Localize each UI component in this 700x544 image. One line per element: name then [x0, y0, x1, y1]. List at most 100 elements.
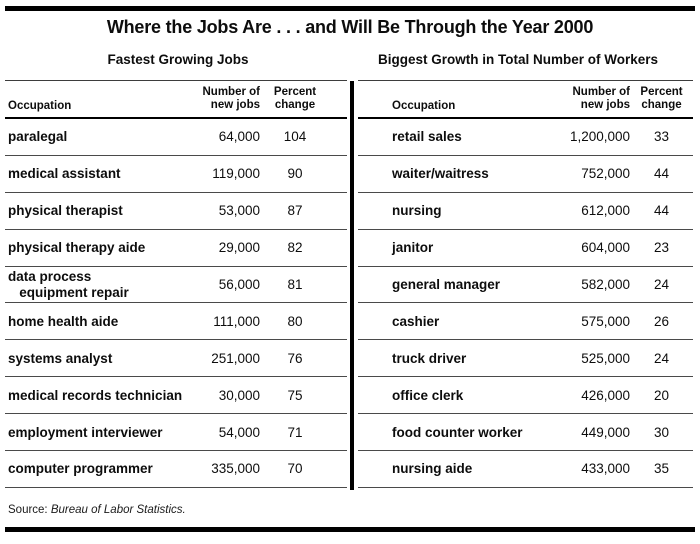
- left-table-subtitle: Fastest Growing Jobs: [107, 52, 249, 67]
- occupation-cell: waiter/waitress: [392, 166, 489, 182]
- occupation-cell: nursing aide: [392, 461, 473, 477]
- percent-change-cell: 87: [287, 203, 303, 219]
- percent-change-header: Percent change: [273, 85, 317, 112]
- new-jobs-cell: 575,000: [581, 313, 630, 329]
- top-rule: [5, 6, 695, 11]
- percent-change-cell: 23: [653, 240, 670, 256]
- percent-change-cell: 90: [287, 166, 303, 182]
- percent-change-cell: 44: [653, 166, 670, 182]
- percent-change-cell: 26: [653, 313, 670, 329]
- table-row: nursing 612,000 44: [358, 193, 693, 230]
- new-jobs-cell: 54,000: [218, 424, 260, 440]
- table-row: cashier 575,000 26: [358, 303, 693, 341]
- source-text: Bureau of Labor Statistics.: [50, 504, 186, 516]
- table-header-row: Occupation Number of new jobs Percent ch…: [358, 80, 693, 119]
- percent-change-header: Percent change: [640, 85, 683, 112]
- percent-change-cell: 24: [653, 350, 670, 366]
- percent-change-cell: 30: [653, 424, 670, 440]
- bottom-rule: [5, 527, 695, 532]
- new-jobs-cell: 335,000: [211, 461, 260, 477]
- new-jobs-cell: 1,200,000: [569, 129, 630, 145]
- fastest-growing-jobs-table: Occupation Number of new jobs Percent ch…: [5, 80, 347, 488]
- right-table-subtitle: Biggest Growth in Total Number of Worker…: [377, 52, 659, 67]
- source-label: Source:: [8, 504, 48, 516]
- new-jobs-cell: 30,000: [218, 387, 260, 403]
- occupation-cell: data process equipment repair: [8, 269, 129, 300]
- table-header-row: Occupation Number of new jobs Percent ch…: [5, 80, 347, 119]
- center-divider-rule: [350, 81, 354, 490]
- occupation-cell: physical therapy aide: [8, 240, 146, 256]
- occupation-cell: cashier: [392, 313, 440, 329]
- source-note: Source: Bureau of Labor Statistics.: [8, 504, 186, 516]
- percent-change-cell: 76: [287, 350, 303, 366]
- new-jobs-cell: 29,000: [218, 240, 260, 256]
- table-row: data process equipment repair 56,000 81: [5, 267, 347, 304]
- percent-change-cell: 81: [287, 277, 303, 292]
- table-row: truck driver 525,000 24: [358, 340, 693, 378]
- new-jobs-cell: 582,000: [581, 277, 630, 292]
- occupation-cell: janitor: [392, 240, 434, 256]
- percent-change-cell: 80: [287, 313, 303, 329]
- table-row: physical therapy aide 29,000 82: [5, 230, 347, 267]
- percent-change-cell: 20: [653, 387, 670, 403]
- occupation-header: Occupation: [392, 100, 456, 113]
- occupation-cell: paralegal: [8, 129, 68, 145]
- occupation-cell: retail sales: [392, 129, 462, 145]
- new-jobs-cell: 56,000: [218, 277, 260, 292]
- new-jobs-cell: 426,000: [581, 387, 630, 403]
- table-row: general manager 582,000 24: [358, 267, 693, 304]
- percent-change-cell: 75: [287, 387, 303, 403]
- table-row: janitor 604,000 23: [358, 230, 693, 267]
- new-jobs-cell: 752,000: [581, 166, 630, 182]
- new-jobs-cell: 612,000: [581, 203, 630, 219]
- page-title: Where the Jobs Are . . . and Will Be Thr…: [106, 17, 594, 37]
- table-row: systems analyst 251,000 76: [5, 340, 347, 378]
- percent-change-cell: 70: [287, 461, 303, 477]
- occupation-cell: employment interviewer: [8, 424, 163, 440]
- occupation-cell: nursing: [392, 203, 442, 219]
- new-jobs-cell: 604,000: [581, 240, 630, 256]
- table-row: food counter worker 449,000 30: [358, 414, 693, 452]
- occupation-cell: home health aide: [8, 313, 119, 329]
- percent-change-cell: 33: [653, 129, 670, 145]
- table-row: home health aide 111,000 80: [5, 303, 347, 341]
- percent-change-cell: 35: [653, 461, 670, 477]
- new-jobs-cell: 449,000: [581, 424, 630, 440]
- table-row: medical assistant 119,000 90: [5, 156, 347, 193]
- table-row: office clerk 426,000 20: [358, 377, 693, 415]
- table-row: nursing aide 433,000 35: [358, 451, 693, 488]
- biggest-growth-workers-table: Occupation Number of new jobs Percent ch…: [358, 80, 693, 488]
- table-row: physical therapist 53,000 87: [5, 193, 347, 230]
- table-row: medical records technician 30,000 75: [5, 377, 347, 415]
- occupation-cell: physical therapist: [8, 203, 123, 219]
- percent-change-cell: 82: [287, 240, 303, 256]
- occupation-header: Occupation: [8, 100, 72, 113]
- table-row: retail sales 1,200,000 33: [358, 119, 693, 156]
- occupation-cell: food counter worker: [392, 424, 523, 440]
- table-row: waiter/waitress 752,000 44: [358, 156, 693, 193]
- new-jobs-cell: 111,000: [213, 313, 260, 329]
- percent-change-cell: 24: [653, 277, 670, 292]
- new-jobs-cell: 119,000: [212, 166, 260, 182]
- new-jobs-cell: 251,000: [211, 350, 260, 366]
- occupation-cell: truck driver: [392, 350, 467, 366]
- occupation-cell: medical assistant: [8, 166, 121, 182]
- occupation-cell: office clerk: [392, 387, 464, 403]
- new-jobs-header: Number of new jobs: [202, 85, 261, 112]
- new-jobs-cell: 53,000: [218, 203, 260, 219]
- occupation-cell: systems analyst: [8, 350, 113, 366]
- new-jobs-cell: 525,000: [581, 350, 630, 366]
- percent-change-cell: 71: [287, 424, 303, 440]
- occupation-cell: computer programmer: [8, 461, 153, 477]
- table-row: paralegal 64,000 104: [5, 119, 347, 156]
- table-row: employment interviewer 54,000 71: [5, 414, 347, 452]
- occupation-cell: medical records technician: [8, 387, 183, 403]
- new-jobs-cell: 64,000: [218, 129, 260, 145]
- percent-change-cell: 44: [653, 203, 670, 219]
- percent-change-cell: 104: [283, 129, 307, 145]
- new-jobs-cell: 433,000: [581, 461, 630, 477]
- new-jobs-header: Number of new jobs: [572, 85, 631, 112]
- table-row: computer programmer 335,000 70: [5, 451, 347, 488]
- occupation-cell: general manager: [392, 276, 501, 292]
